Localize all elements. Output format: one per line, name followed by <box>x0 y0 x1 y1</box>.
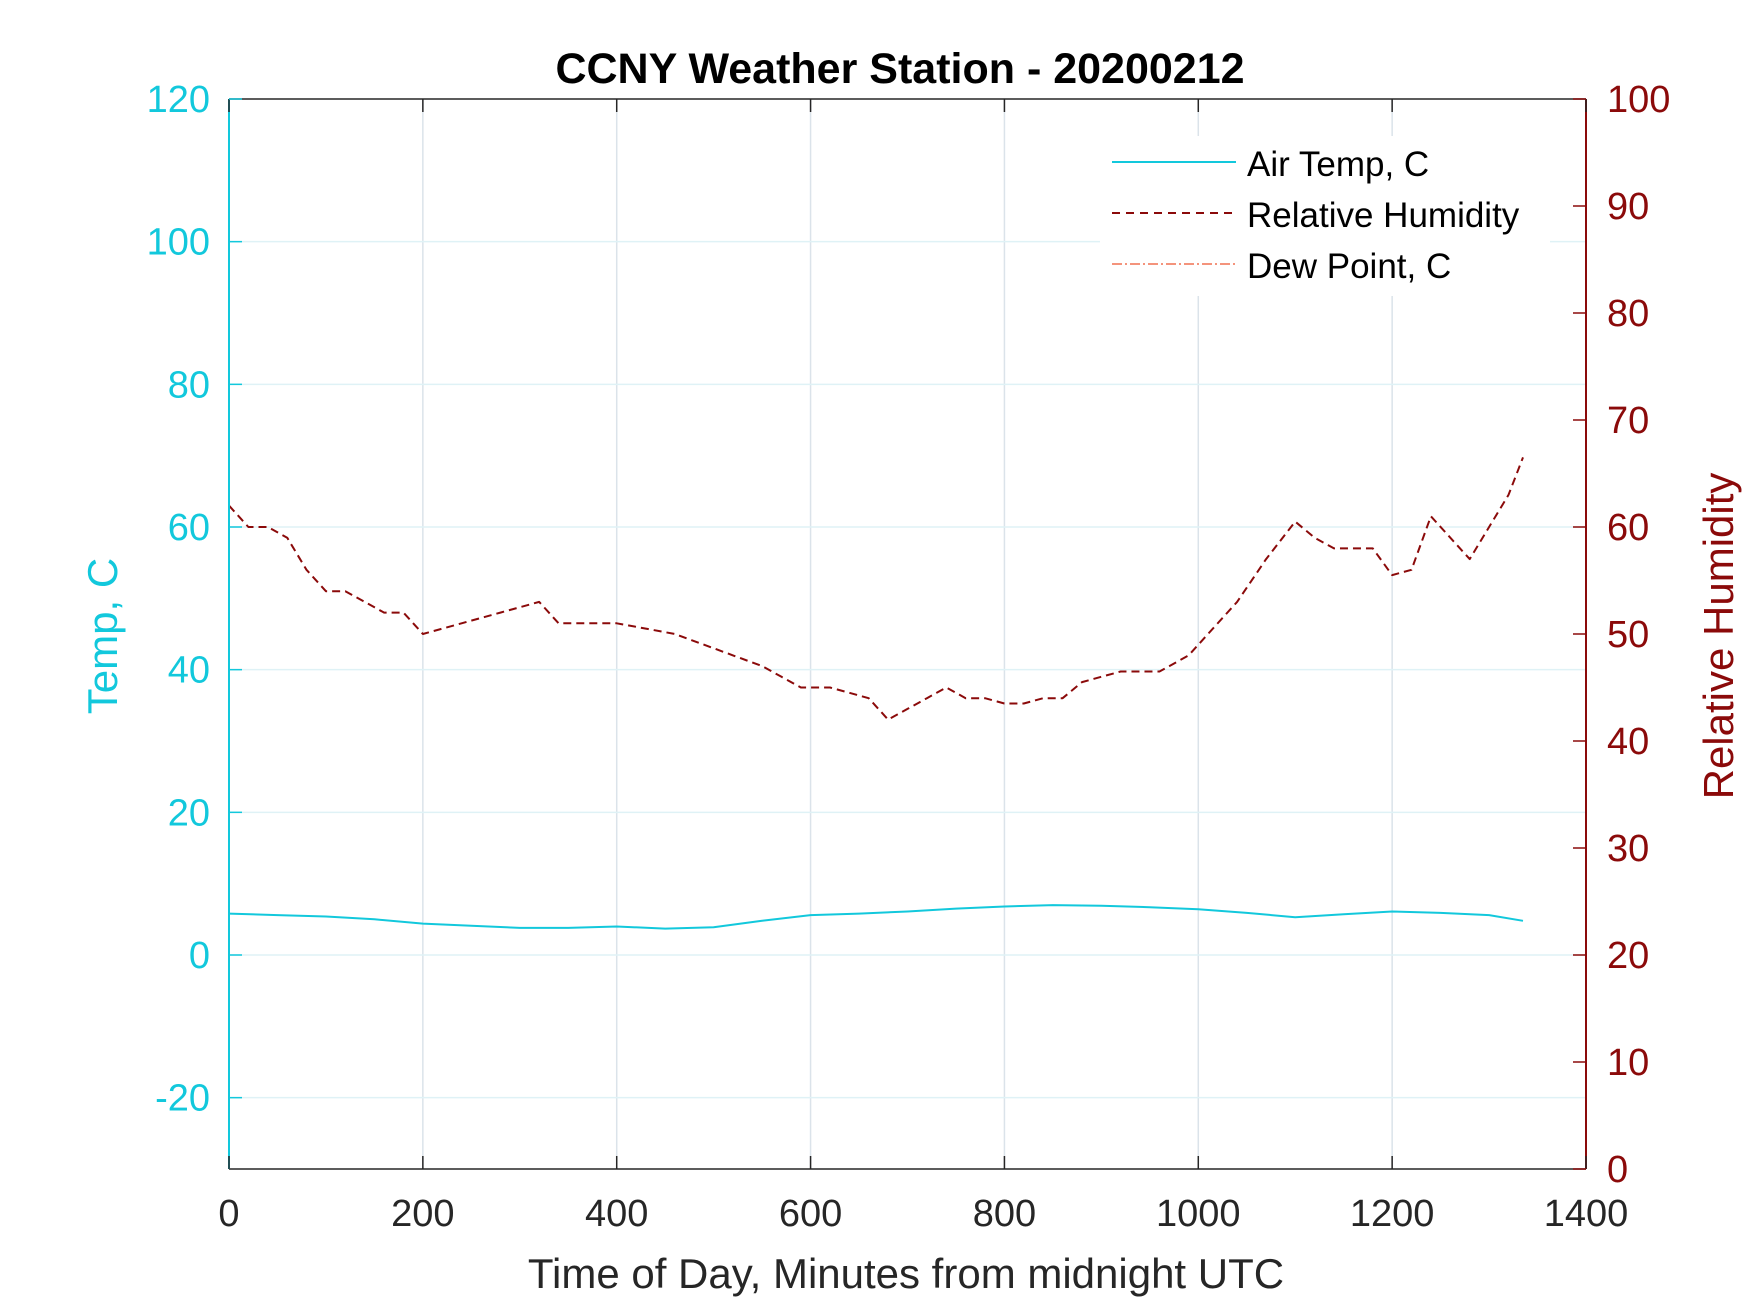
y-right-tick-label-50: 50 <box>1607 614 1649 656</box>
legend-label-air-temp: Air Temp, C <box>1247 145 1429 184</box>
series-line-air-temp-c <box>228 904 1524 930</box>
x-axis-label: Time of Day, Minutes from midnight UTC <box>528 1250 1284 1297</box>
legend-label-dew-point: Dew Point, C <box>1247 247 1451 286</box>
legend-label-relative-humidity: Relative Humidity <box>1247 196 1520 235</box>
y-right-tick-label-0: 0 <box>1607 1149 1628 1191</box>
y-right-tick-label-40: 40 <box>1607 721 1649 763</box>
tick-labels: 0 200 400 600 800 1000 1200 1400-20020406080100… <box>147 79 1671 1235</box>
x-tick-label-200: 200 <box>391 1193 454 1235</box>
y-left-tick-label--20: -20 <box>155 1078 210 1120</box>
x-tick-label-600: 600 <box>779 1193 842 1235</box>
y-left-tick-label-40: 40 <box>168 650 210 692</box>
y-right-tick-label-100: 100 <box>1607 79 1670 121</box>
y-left-tick-label-80: 80 <box>168 364 210 406</box>
legend: Air Temp, C Relative Humidity Dew Point,… <box>1100 136 1550 296</box>
y-left-tick-label-20: 20 <box>168 792 210 834</box>
x-tick-label-800: 800 <box>973 1193 1036 1235</box>
x-tick-label-1000: 1000 <box>1156 1193 1241 1235</box>
x-tick-label-400: 400 <box>585 1193 648 1235</box>
y-left-tick-label-120: 120 <box>147 79 210 121</box>
axes <box>228 98 1587 1170</box>
y-axis-right-label: Relative Humidity <box>1695 473 1742 800</box>
chart-title: CCNY Weather Station - 20200212 <box>555 45 1244 93</box>
y-right-tick-label-70: 70 <box>1607 400 1649 442</box>
y-left-tick-label-60: 60 <box>168 507 210 549</box>
x-tick-label-1400: 1400 <box>1544 1193 1629 1235</box>
x-tick-label-0: 0 <box>218 1193 239 1235</box>
series-line-relative-humidity <box>228 457 1524 721</box>
y-left-tick-label-100: 100 <box>147 222 210 264</box>
y-axis-left-label: Temp, C <box>79 558 126 714</box>
x-tick-label-1200: 1200 <box>1350 1193 1435 1235</box>
y-right-tick-label-60: 60 <box>1607 507 1649 549</box>
y-right-tick-label-10: 10 <box>1607 1042 1649 1084</box>
y-right-tick-label-30: 30 <box>1607 828 1649 870</box>
y-left-tick-label-0: 0 <box>189 935 210 977</box>
y-right-tick-label-80: 80 <box>1607 293 1649 335</box>
series-layer <box>228 457 1524 930</box>
grid-lines <box>229 99 1586 1169</box>
y-right-tick-label-20: 20 <box>1607 935 1649 977</box>
y-right-tick-label-90: 90 <box>1607 186 1649 228</box>
